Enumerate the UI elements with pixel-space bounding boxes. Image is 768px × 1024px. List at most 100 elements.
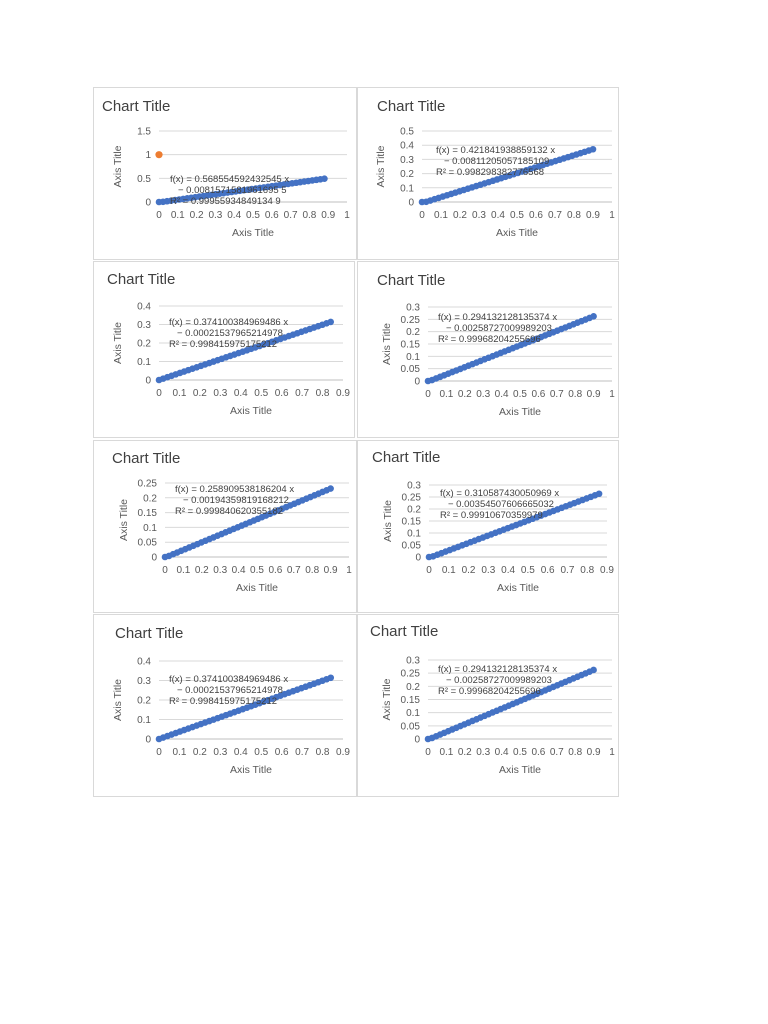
y-tick-label: 0.3 bbox=[400, 155, 414, 166]
data-point bbox=[327, 318, 335, 326]
x-tick-label: 0.2 bbox=[458, 747, 472, 758]
x-tick-label: 0.3 bbox=[208, 210, 222, 221]
x-tick-label: 0.6 bbox=[529, 210, 543, 221]
x-axis-title: Axis Title bbox=[496, 227, 538, 239]
y-tick-label: 0.1 bbox=[137, 715, 151, 726]
trendline-label: R² = 0.99910670359979 bbox=[440, 510, 543, 521]
x-tick-label: 0.4 bbox=[234, 747, 248, 758]
chart-svg: 0 0.1 0.2 0.3 0.4 0.5 0 0.1 0.2 0.3 0.4 0.5 0.6 0.7 0.… bbox=[375, 127, 615, 240]
chart-svg: 0 0.1 0.2 0.3 0.4 0 0.1 0.2 0.3 0.4 0.5 0.6 0.7 0.8 0.… bbox=[112, 302, 350, 418]
y-tick-label: 0.2 bbox=[407, 505, 421, 516]
x-tick-label: 0.8 bbox=[568, 389, 582, 400]
data-point bbox=[595, 490, 603, 498]
x-tick-label: 0.7 bbox=[560, 565, 574, 576]
x-tick-label: 0.8 bbox=[568, 747, 582, 758]
chart-panel-5: Chart Title 0 0.05 0.1 0.15 0.2 0.25 0 0.1 0.2 0.3… bbox=[93, 440, 357, 613]
x-tick-label: 0.5 bbox=[521, 565, 535, 576]
x-tick-label: 0.4 bbox=[234, 388, 248, 399]
y-tick-label: 0.25 bbox=[401, 315, 421, 326]
y-tick-label: 0.1 bbox=[400, 183, 414, 194]
y-tick-label: 0.1 bbox=[407, 529, 421, 540]
chart-title: Chart Title bbox=[377, 98, 446, 115]
trendline-label: f(x) = 0.294132128135374 x bbox=[438, 312, 557, 323]
y-tick-label: 0.2 bbox=[406, 682, 420, 693]
x-tick-label: 0.7 bbox=[284, 210, 298, 221]
chart-svg: 00.050.10.150.20.250.30 0.1 0.2 0.3 0.4 0.5 0.… bbox=[381, 303, 615, 419]
y-axis-title: Axis Title bbox=[375, 145, 387, 187]
trendline-label: − 0.00258727009989203 bbox=[446, 323, 552, 334]
trendline-label: − 0.00354507606665032 bbox=[448, 499, 554, 510]
x-tick-label: 0 bbox=[156, 388, 162, 399]
x-tick-label: 0.7 bbox=[550, 747, 564, 758]
y-tick-label: 0.05 bbox=[402, 541, 422, 552]
trendline-label: − 0.00194359819168212 bbox=[183, 495, 289, 506]
x-axis-title: Axis Title bbox=[232, 227, 274, 239]
x-tick-label: 0.4 bbox=[491, 210, 505, 221]
x-tick-label: 0.6 bbox=[268, 565, 282, 576]
y-tick-label: 0.4 bbox=[137, 302, 151, 313]
y-tick-label: 0 bbox=[145, 735, 151, 746]
x-tick-label: 0.3 bbox=[481, 565, 495, 576]
chart-title: Chart Title bbox=[370, 623, 439, 640]
trendline-label: f(x) = 0.294132128135374 x bbox=[438, 664, 557, 675]
chart-panel-8: Chart Title 0 0.05 0.1 0.15 0.2 0.25 0.3 0 0.1 0.2… bbox=[357, 614, 619, 797]
chart-title: Chart Title bbox=[112, 450, 181, 467]
x-tick-label: 1 bbox=[344, 210, 350, 221]
x-tick-label: 0.2 bbox=[458, 389, 472, 400]
chart-title: Chart Title bbox=[102, 98, 171, 115]
x-tick-label: 0 bbox=[426, 565, 432, 576]
x-tick-label: 0.1 bbox=[434, 210, 448, 221]
x-tick-label: 0.5 bbox=[510, 210, 524, 221]
data-point bbox=[155, 151, 163, 159]
trendline-label: R² = 0.999840620355182 bbox=[175, 506, 283, 517]
trendline-label: R² = 0.99968204255696 bbox=[438, 686, 541, 697]
x-tick-label: 0.5 bbox=[513, 747, 527, 758]
y-tick-label: 0.1 bbox=[406, 352, 420, 363]
y-tick-label: 0.1 bbox=[137, 357, 151, 368]
data-point bbox=[590, 666, 597, 674]
x-tick-label: 0.4 bbox=[501, 565, 515, 576]
data-point bbox=[589, 145, 597, 153]
x-tick-label: 0.1 bbox=[439, 747, 453, 758]
y-tick-label: 0 bbox=[414, 735, 420, 746]
x-tick-label: 0.1 bbox=[172, 747, 186, 758]
x-tick-label: 1 bbox=[346, 565, 352, 576]
x-tick-label: 0.6 bbox=[531, 389, 545, 400]
x-tick-label: 0 bbox=[156, 747, 162, 758]
x-tick-label: 0 bbox=[419, 210, 425, 221]
x-tick-label: 0.6 bbox=[275, 388, 289, 399]
x-tick-label: 0.3 bbox=[213, 388, 227, 399]
x-tick-label: 0.6 bbox=[541, 565, 555, 576]
y-tick-label: 0.2 bbox=[400, 169, 414, 180]
chart-panel-4: Chart Title 0 0.05 0.1 0.15 0.2 0.25 0.3 0 0.1 0.2… bbox=[357, 261, 619, 438]
y-tick-label: 0.5 bbox=[137, 174, 151, 185]
chart-title: Chart Title bbox=[372, 449, 441, 466]
trendline-label: − 0.00258727009989203 bbox=[446, 675, 552, 686]
y-tick-label: 0.3 bbox=[406, 656, 420, 667]
data-point bbox=[321, 175, 328, 183]
y-tick-label: 0.2 bbox=[137, 696, 151, 707]
x-tick-label: 1 bbox=[609, 747, 615, 758]
y-tick-label: 0.2 bbox=[137, 339, 151, 350]
chart-panel-2: Chart Title 0 0.1 0.2 0.3 0.4 0.5 0 0.1 0.2 0.3 0.4… bbox=[357, 87, 619, 260]
trendline-label: R² = 0.99968204255696 bbox=[438, 334, 541, 345]
chart-title: Chart Title bbox=[107, 271, 176, 288]
y-tick-label: 0.3 bbox=[406, 303, 420, 314]
x-tick-label: 0 bbox=[425, 747, 431, 758]
x-tick-label: 0.9 bbox=[586, 210, 600, 221]
y-tick-label: 0.05 bbox=[401, 364, 421, 375]
chart-svg: 0 0.1 0.2 0.3 0.4 0 0.1 0.2 0.3 0.4 0.5 0.6 0.7 0.8 0.… bbox=[112, 657, 350, 777]
trendline-label: − 0.0081571581961695 5 bbox=[178, 185, 287, 196]
x-tick-label: 0 bbox=[425, 389, 431, 400]
chart-title: Chart Title bbox=[115, 625, 184, 642]
trendline-label: − 0.00021537965214978 bbox=[177, 685, 283, 696]
trendline-label: R² = 0.998415975175212 bbox=[169, 339, 277, 350]
x-tick-label: 0.5 bbox=[246, 210, 260, 221]
trendline-label: f(x) = 0.374100384969486 x bbox=[169, 674, 288, 685]
x-tick-label: 0.6 bbox=[265, 210, 279, 221]
x-tick-label: 0.7 bbox=[295, 747, 309, 758]
x-tick-label: 0.4 bbox=[232, 565, 246, 576]
y-axis-title: Axis Title bbox=[112, 145, 124, 187]
x-tick-label: 0.5 bbox=[254, 747, 268, 758]
y-tick-label: 0.1 bbox=[406, 708, 420, 719]
